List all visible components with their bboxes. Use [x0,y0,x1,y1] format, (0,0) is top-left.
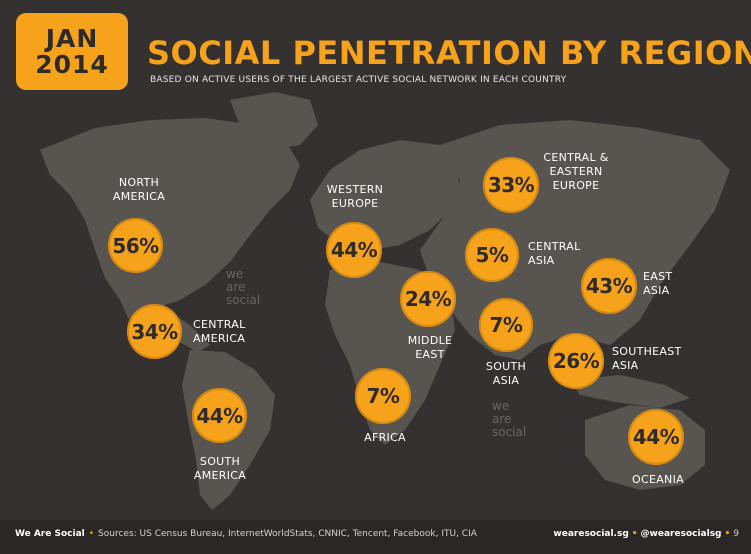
region-label-middle-east: MIDDLE EAST [407,334,453,361]
region-value-south-asia: 7% [479,298,533,352]
region-value-east-asia: 43% [581,258,637,314]
region-label-north-america: NORTH AMERICA [112,176,166,203]
region-label-central-eastern-europe: CENTRAL & EASTERN EUROPE [543,151,609,192]
footer-links: wearesocial.sg • @wearesocialsg • 9 [553,529,739,539]
region-label-africa: AFRICA [364,431,406,444]
footer-separator-dot: • [631,529,638,539]
region-value-southeast-asia: 26% [548,333,604,389]
region-label-east-asia: EAST ASIA [643,270,673,297]
footer-sources: We Are Social • Sources: US Census Bureau,… [15,529,477,539]
region-value-oceania: 44% [628,409,684,465]
region-value-central-asia: 5% [465,228,519,282]
region-value-central-america: 34% [127,304,182,359]
footer-sources-text: Sources: US Census Bureau, InternetWorld… [98,529,477,539]
footer-separator-dot: • [88,529,95,539]
southeast-asia-islands [570,375,690,408]
region-label-south-asia: SOUTH ASIA [485,360,527,387]
footer-separator-dot: • [724,529,731,539]
date-badge: JAN 2014 [16,13,128,90]
page-title: SOCIAL PENETRATION BY REGION [147,34,751,72]
region-label-central-america: CENTRAL AMERICA [193,318,246,345]
region-value-central-eastern-europe: 33% [483,157,539,213]
region-label-central-asia: CENTRAL ASIA [528,240,581,267]
footer-site-link[interactable]: wearesocial.sg [553,529,629,539]
region-value-western-europe: 44% [326,222,382,278]
page-number: 9 [733,529,739,539]
region-label-south-america: SOUTH AMERICA [193,455,247,482]
region-value-africa: 7% [355,368,411,424]
region-value-north-america: 56% [108,218,163,273]
watermark-americas: we are social [226,267,261,307]
watermark-asia: we are social [492,399,527,439]
region-label-western-europe: WESTERN EUROPE [326,183,384,210]
region-label-southeast-asia: SOUTHEAST ASIA [612,345,682,372]
greenland-landmass [230,92,318,150]
north-america-landmass [40,118,300,310]
footer-bar: We Are Social • Sources: US Census Bureau,… [0,520,751,554]
date-year: 2014 [35,49,109,79]
footer-brand: We Are Social [15,529,85,539]
region-value-south-america: 44% [192,388,247,443]
footer-handle-link[interactable]: @wearesocialsg [640,529,722,539]
region-label-oceania: OCEANIA [632,473,684,486]
page-subtitle: BASED ON ACTIVE USERS OF THE LARGEST ACT… [150,75,567,85]
date-month: JAN [45,23,99,53]
region-value-middle-east: 24% [400,271,456,327]
